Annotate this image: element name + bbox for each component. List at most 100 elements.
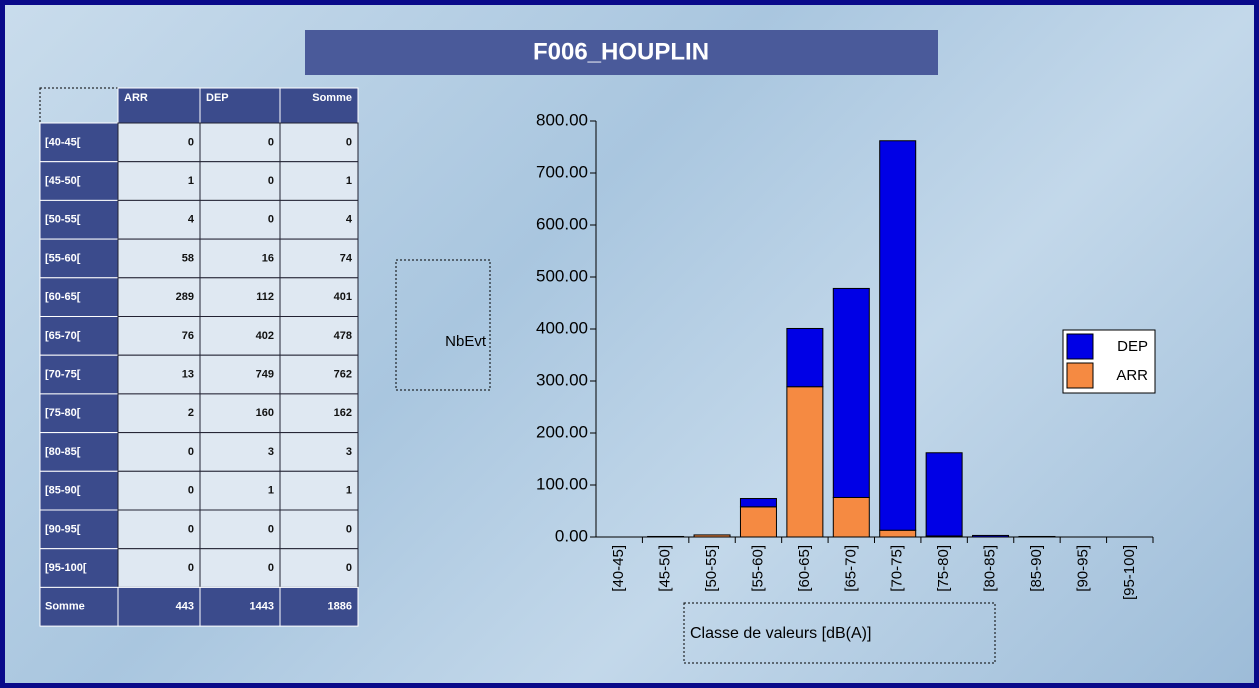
cell-text: 762 (334, 368, 352, 380)
x-tick-label: [95-100] (1121, 545, 1138, 600)
y-axis-label: NbEvt (445, 333, 487, 350)
cell-text: 0 (346, 523, 352, 535)
cell-text: 0 (188, 562, 194, 574)
bar (832, 287, 870, 498)
cell-text: 58 (182, 252, 194, 264)
y-tick-label: 800.00 (536, 110, 588, 129)
cell-text: [50-55[ (45, 214, 81, 226)
cell-text: 1886 (328, 601, 352, 613)
y-tick-label: 700.00 (536, 162, 588, 181)
table-cell (117, 277, 201, 317)
table-cell (279, 548, 359, 588)
cell-text: [45-50[ (45, 175, 81, 187)
cell-text: 74 (340, 252, 353, 264)
table-cell (199, 161, 281, 201)
cell-text: 0 (346, 136, 352, 148)
cell-text: 402 (256, 330, 274, 342)
cell-text: 1 (268, 485, 274, 497)
bar (693, 534, 731, 538)
table-cell (279, 509, 359, 550)
x-tick-label: [80-85] (982, 545, 999, 592)
cell-text: Somme (45, 601, 85, 613)
cell-text: 16 (262, 252, 274, 264)
table-cell (279, 316, 359, 356)
table-cell (39, 161, 119, 201)
x-tick-label: [75-80] (935, 545, 952, 592)
legend-label: ARR (1116, 367, 1148, 384)
y-tick-label: 500.00 (536, 266, 588, 285)
cell-text: 13 (182, 368, 194, 380)
table-cell (279, 470, 359, 511)
x-tick-label: [65-70] (842, 545, 859, 592)
y-tick-label: 0.00 (555, 526, 588, 545)
table-cell (39, 509, 119, 550)
cell-text: [85-90[ (45, 485, 81, 497)
x-tick-label: [45-50] (657, 545, 674, 592)
table-cell (117, 548, 201, 588)
header-text: DEP (206, 92, 229, 104)
title-bar (305, 30, 938, 75)
bar (879, 140, 917, 531)
cell-text: 289 (176, 291, 194, 303)
table-cell (39, 316, 119, 356)
x-tick-label: [70-75] (889, 545, 906, 592)
cell-text: 0 (188, 523, 194, 535)
table-cell (279, 586, 359, 627)
cell-text: [70-75[ (45, 368, 81, 380)
bar (972, 534, 1010, 538)
y-tick-label: 200.00 (536, 422, 588, 441)
table-cell (117, 199, 201, 240)
table-cell (117, 161, 201, 201)
x-tick-label: [55-60] (749, 545, 766, 592)
table-cell (117, 586, 201, 627)
table-cell (199, 354, 281, 395)
bar (925, 452, 963, 537)
table-cell (199, 316, 281, 356)
x-tick-label: [60-65] (796, 545, 813, 592)
table-cell (117, 354, 201, 395)
table-cell (199, 238, 281, 279)
cell-text: [95-100[ (45, 562, 87, 574)
bar (739, 498, 777, 508)
cell-text: 0 (188, 446, 194, 458)
table-cell (279, 238, 359, 279)
cell-text: 0 (268, 562, 274, 574)
table-cell (117, 316, 201, 356)
cell-text: [60-65[ (45, 291, 81, 303)
cell-text: 0 (346, 562, 352, 574)
cell-text: 401 (334, 291, 352, 303)
table-cell (199, 586, 281, 627)
table-cell (39, 238, 119, 279)
header-text: Somme (312, 92, 352, 104)
cell-text: [75-80[ (45, 407, 81, 419)
cell-text: [55-60[ (45, 252, 81, 264)
legend-label: DEP (1117, 338, 1148, 355)
table-cell (199, 509, 281, 550)
x-tick-label: [50-55] (703, 545, 720, 592)
bar (647, 535, 685, 538)
cell-text: 1 (188, 175, 194, 187)
bar (739, 506, 777, 538)
cell-text: [90-95[ (45, 523, 81, 535)
table-cell (117, 470, 201, 511)
header-text: ARR (124, 92, 148, 104)
cell-text: 0 (268, 523, 274, 535)
legend-swatch (1066, 333, 1094, 360)
header-cell (117, 87, 201, 124)
ylabel-box (395, 259, 491, 391)
chart: F006_HOUPLIN ARR DEP Somme [40-45[ 0 0 0 [45-50[… (39, 30, 1156, 664)
table-cell (39, 199, 119, 240)
legend-swatch (1066, 362, 1094, 389)
bar (1018, 535, 1056, 538)
bar (786, 327, 824, 388)
table-cell (279, 393, 359, 434)
cell-text: 0 (268, 214, 274, 226)
cell-text: [40-45[ (45, 136, 81, 148)
table-cell (279, 354, 359, 395)
header-cell (279, 87, 359, 124)
table-cell (117, 238, 201, 279)
bar (786, 386, 824, 538)
table-cell (279, 199, 359, 240)
title: F006_HOUPLIN (533, 38, 709, 65)
